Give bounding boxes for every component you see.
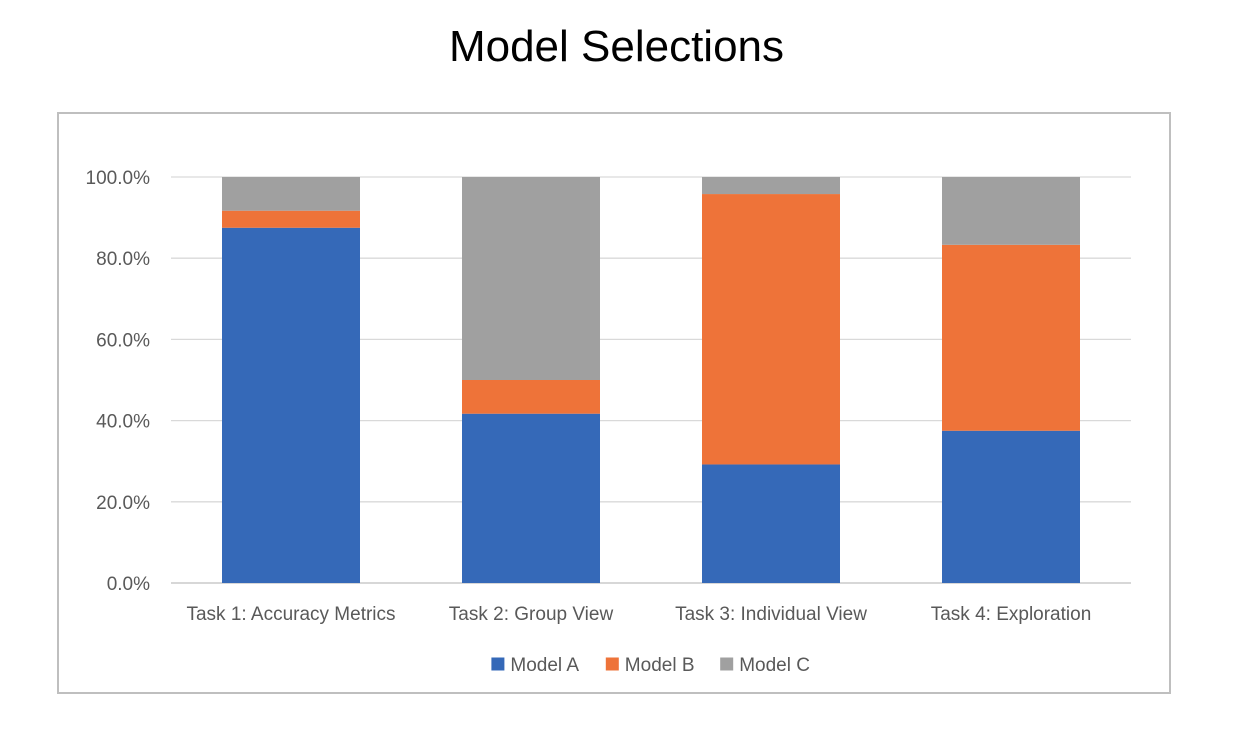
legend-swatch — [605, 657, 619, 671]
bar-segment-model-a — [462, 413, 600, 583]
bar-segment-model-a — [702, 464, 840, 583]
bar-segment-model-b — [942, 244, 1080, 431]
legend-label: Model C — [739, 655, 810, 676]
legend-swatch — [491, 657, 505, 671]
bar-segment-model-b — [702, 194, 840, 465]
bar-segment-model-c — [942, 177, 1080, 245]
x-tick-label: Task 2: Group View — [449, 604, 614, 625]
y-tick-label: 100.0% — [86, 168, 151, 189]
legend-label: Model A — [510, 655, 579, 676]
bar-segment-model-c — [702, 177, 840, 195]
y-tick-label: 20.0% — [96, 493, 150, 514]
chart-title: Model Selections — [448, 22, 785, 71]
y-tick-label: 0.0% — [107, 574, 150, 595]
bar-segment-model-c — [462, 177, 600, 380]
x-tick-label: Task 3: Individual View — [675, 604, 867, 625]
bar-segment-model-b — [222, 210, 360, 228]
bar-segment-model-b — [462, 380, 600, 414]
legend-label: Model B — [625, 655, 695, 676]
bar-segment-model-a — [942, 430, 1080, 583]
y-tick-label: 60.0% — [96, 330, 150, 351]
legend-swatch — [720, 657, 734, 671]
y-tick-label: 80.0% — [96, 249, 150, 270]
x-tick-label: Task 1: Accuracy Metrics — [186, 604, 395, 625]
bar-segment-model-c — [222, 177, 360, 211]
y-tick-label: 40.0% — [96, 412, 150, 433]
bar-segment-model-a — [222, 227, 360, 583]
x-tick-label: Task 4: Exploration — [931, 604, 1092, 625]
